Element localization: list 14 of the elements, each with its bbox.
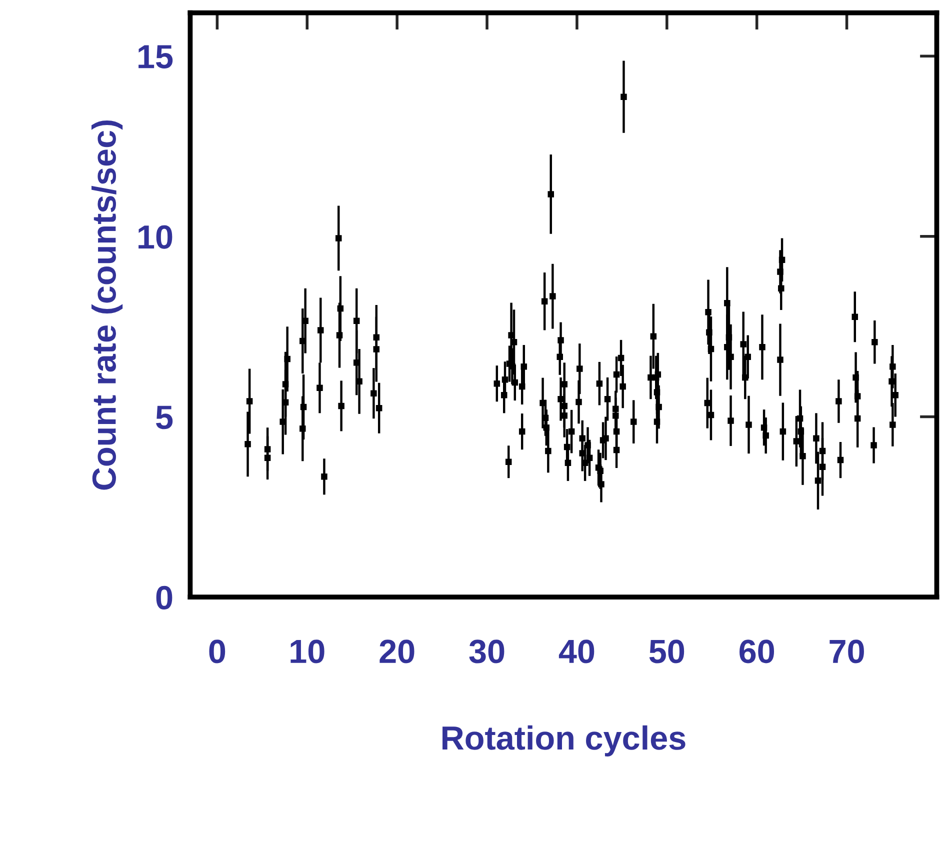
y-axis-title: Count rate (counts/sec) [92, 120, 123, 490]
x-axis-title: Rotation cycles [442, 725, 686, 756]
y-tick-label: 15 [138, 45, 173, 68]
y-tick-label: 5 [156, 406, 173, 430]
x-tick-label: 20 [380, 640, 414, 664]
x-tick-label: 60 [740, 640, 774, 664]
x-tick-label: 30 [469, 640, 504, 664]
x-tick-label: 40 [558, 640, 594, 664]
y-tick-label: 10 [138, 225, 172, 249]
x-tick-label: 70 [830, 640, 864, 664]
y-tick-label: 0 [156, 586, 172, 610]
x-tick-label: 0 [209, 640, 226, 664]
x-tick-label: 10 [290, 640, 324, 664]
x-tick-label: 50 [649, 640, 684, 664]
